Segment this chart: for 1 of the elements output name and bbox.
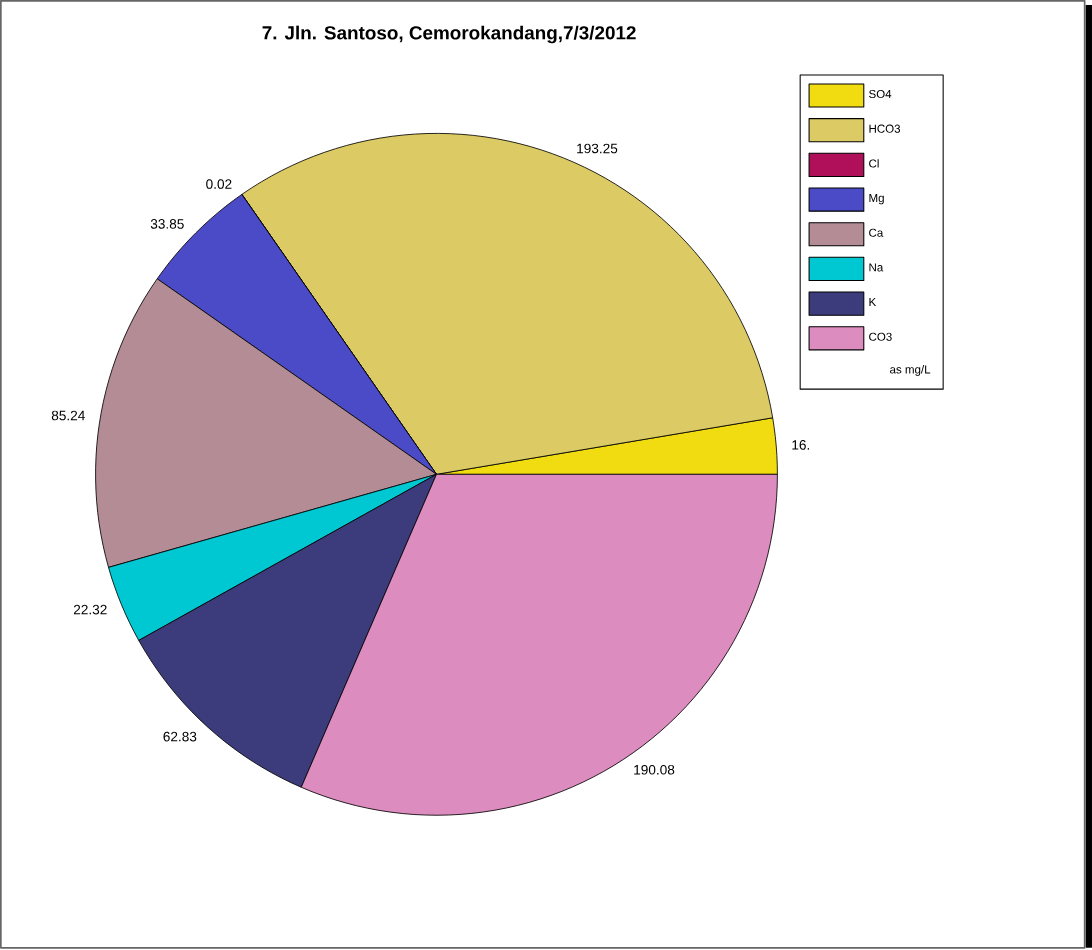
chart-title: 7. Jln. Santoso, Cemorokandang,7/3/2012 — [262, 25, 636, 43]
